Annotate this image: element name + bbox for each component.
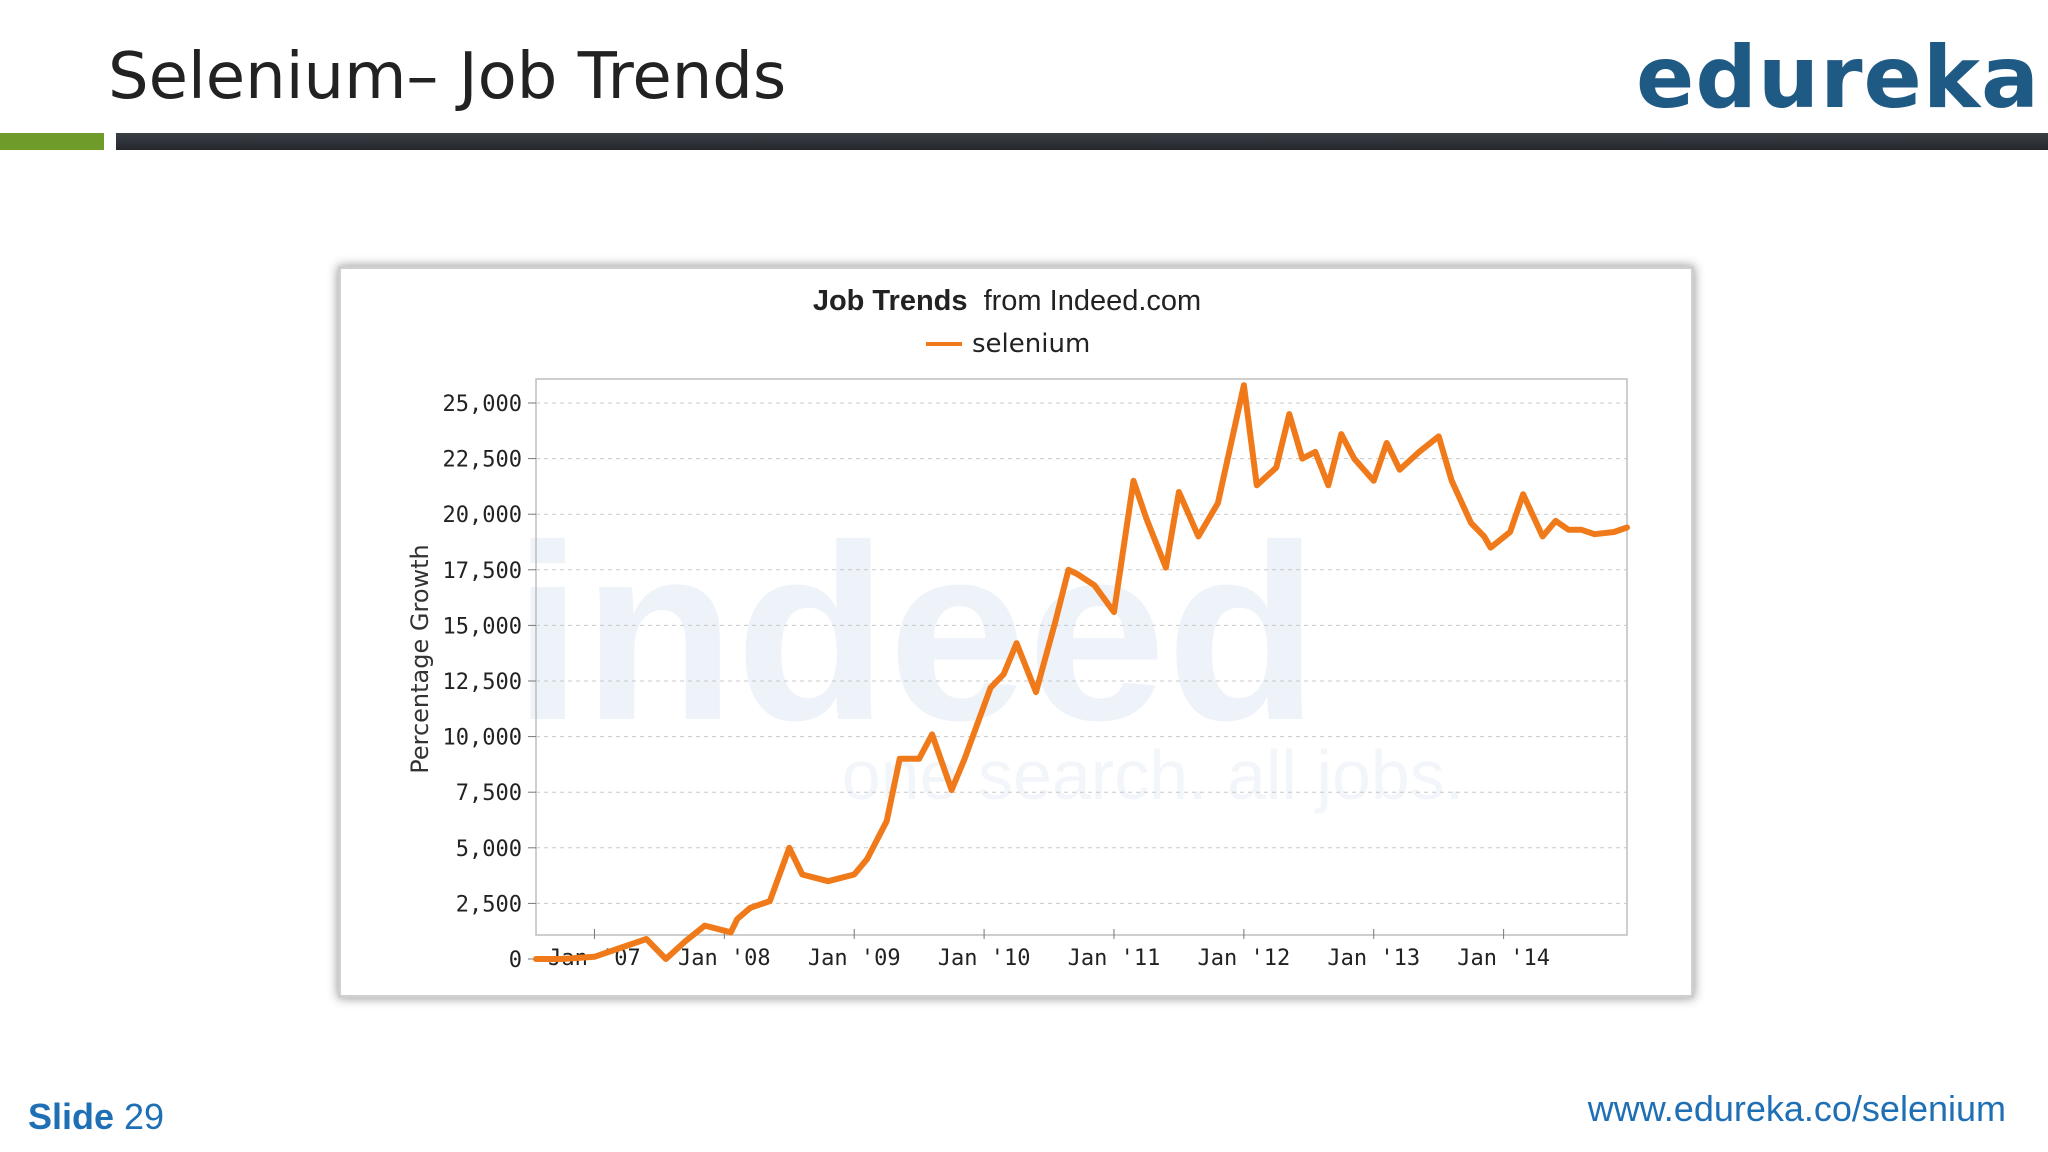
x-tick-label: Jan '09	[808, 946, 901, 971]
x-tick-label: Jan '13	[1327, 946, 1420, 971]
x-tick-label: Jan '10	[938, 946, 1031, 971]
y-tick-label: 12,500	[443, 670, 522, 695]
job-trends-chart: indeed one search. all jobs. Job Trends …	[338, 266, 1694, 998]
y-tick-label: 25,000	[443, 392, 522, 417]
title-rule-accent	[0, 133, 104, 150]
title-rule	[116, 133, 2048, 150]
x-tick-label: Jan '08	[678, 946, 771, 971]
grid-lines	[536, 402, 1627, 904]
y-tick-label: 10,000	[443, 726, 522, 751]
x-axis-ticks: Jan '07 Jan '08 Jan '09 Jan '10 Jan '11 Jan '…	[548, 929, 1550, 971]
y-tick-label: 17,500	[443, 559, 522, 584]
slide-title: Selenium– Job Trends	[108, 40, 787, 114]
y-tick-label: 7,500	[456, 781, 522, 806]
y-tick-label: 20,000	[443, 503, 522, 528]
y-tick-label: 2,500	[456, 892, 522, 917]
y-tick-label: 22,500	[443, 448, 522, 473]
chart-title-rest: from Indeed.com	[984, 285, 1202, 317]
footer-url: www.edureka.co/selenium	[1587, 1088, 2006, 1129]
y-tick-label: 5,000	[456, 837, 522, 862]
chart-watermark: indeed	[513, 493, 1319, 772]
y-axis-ticks: 0 2,500 5,000 7,500 10,000 12,500 15,000 17,500…	[443, 392, 536, 973]
slide-footer: Slide 29	[28, 1096, 164, 1138]
edureka-logo: edureka!	[1636, 28, 2048, 128]
y-tick-label: 0	[509, 948, 522, 973]
x-tick-label: Jan '11	[1068, 946, 1161, 971]
chart-canvas: indeed one search. all jobs. Job Trends …	[406, 285, 1630, 973]
plot-area	[535, 378, 1628, 936]
chart-title-bold: Job Trends	[813, 285, 968, 317]
slide-number: 29	[124, 1096, 165, 1137]
legend-label: selenium	[972, 329, 1090, 359]
y-axis-label: Percentage Growth	[406, 544, 434, 774]
x-tick-label: Jan '14	[1457, 946, 1550, 971]
y-tick-label: 15,000	[443, 614, 522, 639]
chart-title: Job Trends from Indeed.com	[813, 285, 1201, 317]
x-tick-label: Jan '12	[1197, 946, 1290, 971]
slide-label: Slide	[28, 1096, 115, 1137]
series-line-selenium	[533, 382, 1630, 962]
